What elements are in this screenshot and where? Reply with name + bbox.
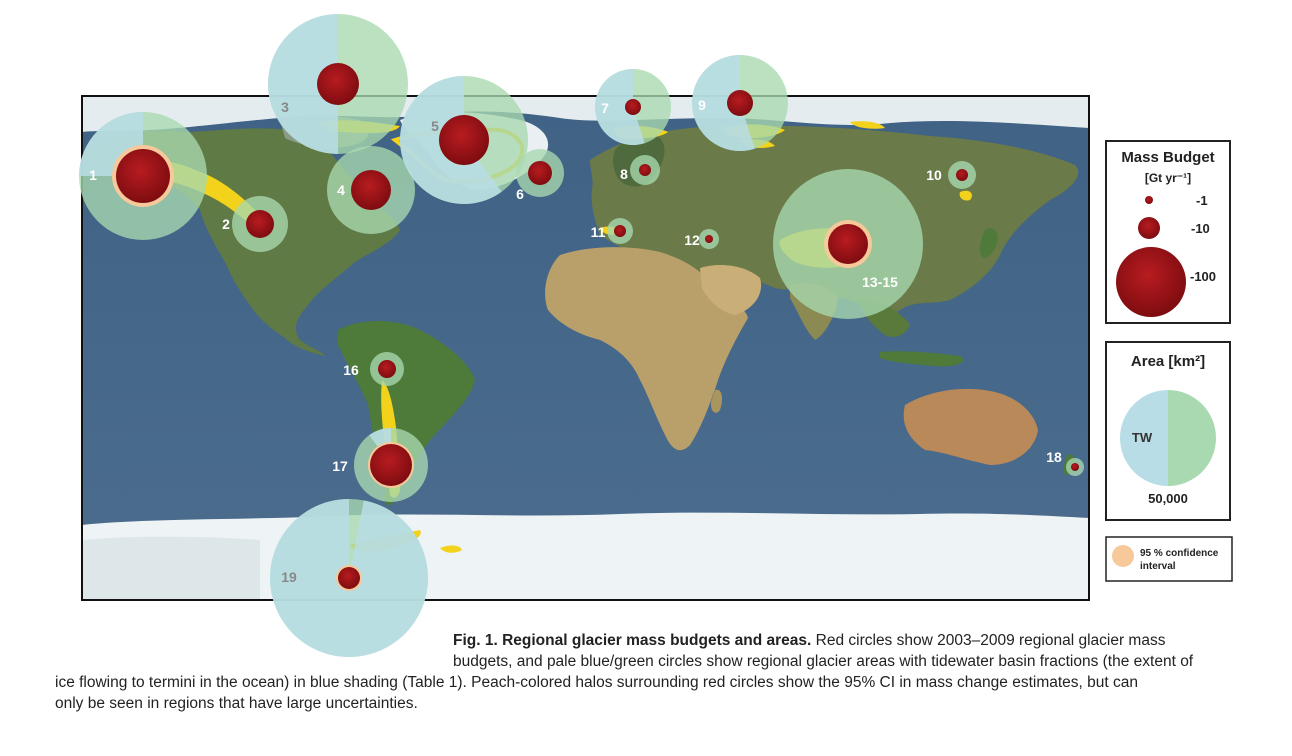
region-label: 16 bbox=[343, 362, 359, 378]
region-9: 9 bbox=[691, 55, 788, 151]
mass-circle bbox=[956, 169, 968, 181]
land-indonesia bbox=[880, 351, 964, 367]
region-label: 8 bbox=[620, 166, 628, 182]
mass-circle bbox=[639, 164, 651, 176]
legend-mass-value-10: -10 bbox=[1191, 221, 1210, 236]
caption-title: Fig. 1. Regional glacier mass budgets an… bbox=[453, 632, 812, 649]
land-madagascar bbox=[710, 389, 723, 413]
region-label: 13-15 bbox=[862, 274, 898, 290]
legend-confidence: 95 % confidence interval bbox=[1105, 536, 1233, 582]
mass-circle bbox=[246, 210, 274, 238]
region-7: 7 bbox=[594, 69, 671, 145]
map-frame bbox=[81, 95, 1090, 601]
region-13-15: 13-15 bbox=[773, 169, 923, 319]
region-label: 10 bbox=[926, 167, 942, 183]
figure-caption: Fig. 1. Regional glacier mass budgets an… bbox=[55, 630, 1280, 714]
mass-circle bbox=[351, 170, 391, 210]
region-label: 6 bbox=[516, 186, 524, 202]
mass-circle bbox=[370, 444, 412, 486]
land-africa bbox=[545, 247, 748, 451]
region-1: 1 bbox=[79, 112, 207, 240]
legend-mass-title: Mass Budget bbox=[1121, 149, 1214, 166]
legend-mass-value-1: -1 bbox=[1196, 193, 1208, 208]
region-16: 16 bbox=[343, 352, 404, 386]
mass-circle bbox=[378, 360, 396, 378]
legend-area-tidewater-half bbox=[1120, 390, 1168, 486]
mass-circle bbox=[317, 63, 359, 105]
legend-mass-circle-large bbox=[1116, 247, 1186, 317]
legend-mass-budget: Mass Budget [Gt yr⁻¹] -1 -10 -100 bbox=[1105, 140, 1231, 324]
region-label: 1 bbox=[89, 167, 97, 183]
region-label: 2 bbox=[222, 216, 230, 232]
region-4: 4 bbox=[327, 146, 415, 234]
region-10: 10 bbox=[926, 161, 976, 189]
legend-area-value: 50,000 bbox=[1148, 491, 1188, 506]
mass-circle bbox=[828, 224, 868, 264]
legend-mass-circle-medium bbox=[1138, 217, 1160, 239]
tidewater-wedge bbox=[268, 14, 338, 154]
mass-circle bbox=[625, 99, 641, 115]
region-label: 17 bbox=[332, 458, 348, 474]
land-australia bbox=[903, 388, 1038, 465]
legend-ci-halo bbox=[1112, 545, 1134, 567]
region-2: 2 bbox=[222, 196, 288, 252]
mass-circle bbox=[1071, 463, 1079, 471]
legend-area-title: Area [km²] bbox=[1131, 353, 1205, 370]
region-6: 6 bbox=[516, 149, 564, 202]
caption-line3: ice flowing to termini in the ocean) in … bbox=[55, 674, 1138, 691]
caption-first-line: Fig. 1. Regional glacier mass budgets an… bbox=[453, 630, 1280, 651]
region-label: 12 bbox=[684, 232, 700, 248]
region-5: 5 bbox=[400, 76, 528, 204]
land-japan bbox=[980, 228, 998, 258]
region-12: 12 bbox=[684, 229, 719, 249]
region-label: 7 bbox=[601, 100, 609, 116]
region-label: 3 bbox=[281, 99, 289, 115]
region-label: 4 bbox=[337, 182, 345, 198]
region-label: 18 bbox=[1046, 449, 1062, 465]
legend-ci-label-line1: 95 % confidence bbox=[1140, 548, 1219, 559]
region-8: 8 bbox=[620, 155, 660, 185]
region-label: 19 bbox=[281, 569, 297, 585]
caption-line2: budgets, and pale blue/green circles sho… bbox=[453, 653, 1194, 670]
legend-area-tw-label: TW bbox=[1132, 430, 1153, 445]
region-18: 18 bbox=[1046, 449, 1084, 476]
region-11: 11 bbox=[591, 218, 633, 244]
mass-circle bbox=[528, 161, 552, 185]
legend-mass-unit: [Gt yr⁻¹] bbox=[1145, 171, 1191, 185]
legend-area-land-half bbox=[1168, 390, 1216, 486]
caption-line4: only be seen in regions that have large … bbox=[55, 695, 418, 712]
mass-circle bbox=[705, 235, 713, 243]
tidewater-wedge bbox=[594, 69, 645, 145]
region-17: 17 bbox=[332, 428, 428, 502]
region-label: 11 bbox=[591, 224, 606, 240]
legend-mass-value-100: -100 bbox=[1190, 269, 1216, 284]
region-3: 3 bbox=[268, 14, 408, 154]
legend-ci-label-line2: interval bbox=[1140, 561, 1176, 572]
land-arabia bbox=[700, 265, 762, 315]
mass-circle bbox=[338, 567, 360, 589]
region-label: 9 bbox=[698, 97, 706, 113]
tidewater-wedge bbox=[691, 55, 755, 151]
legend-mass-circle-small bbox=[1145, 196, 1153, 204]
caption-line1: Red circles show 2003–2009 regional glac… bbox=[811, 632, 1166, 649]
mass-circle bbox=[727, 90, 753, 116]
mass-circle bbox=[439, 115, 489, 165]
region-19: 19 bbox=[269, 499, 428, 658]
legend-area: Area [km²] TW 50,000 bbox=[1105, 341, 1231, 521]
mass-circle bbox=[614, 225, 626, 237]
mass-circle bbox=[116, 149, 170, 203]
region-label: 5 bbox=[431, 118, 439, 134]
